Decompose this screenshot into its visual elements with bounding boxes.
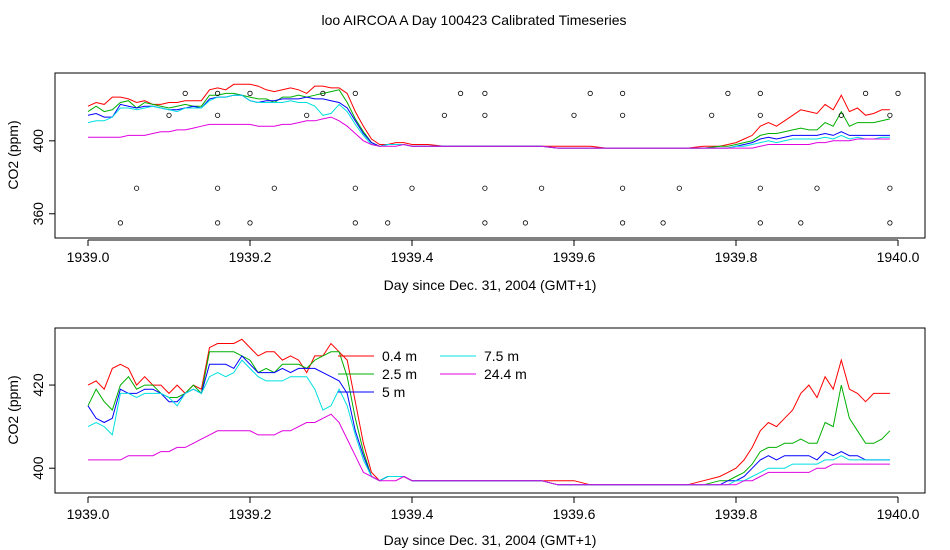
top-calibration-point	[522, 220, 529, 226]
top-calibration-point	[482, 112, 488, 118]
top-calibration-point	[247, 220, 253, 226]
top-calibration-point	[725, 90, 731, 97]
top-calibration-point	[838, 112, 844, 118]
bottom-y-tick-label: 420	[30, 373, 46, 397]
figure-title: loo AIRCOA A Day 100423 Calibrated Times…	[321, 12, 626, 28]
top-x-tick-label: 1939.6	[553, 249, 596, 265]
top-series-line-7-5m	[87, 94, 890, 149]
legend-label-2-5m: 2.5 m	[382, 366, 417, 382]
bottom-x-tick-label: 1940.0	[877, 506, 920, 522]
top-panel-frame	[54, 72, 926, 239]
top-y-tick-label: 400	[30, 129, 46, 153]
top-calibration-point	[676, 185, 682, 191]
top-calibration-point	[798, 220, 804, 226]
top-calibration-point	[482, 220, 488, 226]
top-y-axis-label: CO2 (ppm)	[5, 120, 21, 189]
bottom-x-tick-label: 1939.8	[715, 506, 758, 522]
bottom-panel-series	[87, 338, 891, 486]
top-panel-series	[87, 83, 891, 149]
legend-label-0-4m: 0.4 m	[382, 348, 417, 364]
top-calibration-point	[887, 112, 893, 118]
top-series-line-0-4m	[87, 83, 890, 149]
top-series-line-24-4m	[88, 116, 890, 149]
top-calibration-point	[117, 220, 124, 226]
top-x-tick-label: 1939.2	[229, 249, 272, 265]
bottom-x-tick-label: 1939.4	[391, 506, 434, 522]
top-panel-y-axis: 360 400	[30, 129, 56, 226]
top-calibration-point	[352, 90, 358, 97]
legend: 0.4 m 2.5 m 5 m 7.5 m 24.4 m	[338, 348, 527, 400]
top-calibration-point	[709, 112, 715, 118]
bottom-panel: 1939.0 1939.2 1939.4 1939.6 1939.8 1940.0 400…	[5, 327, 926, 548]
top-calibration-point	[862, 90, 869, 97]
top-calibration-point	[814, 185, 820, 191]
bottom-panel-x-axis: 1939.0 1939.2 1939.4 1939.6 1939.8 1940.0	[67, 496, 920, 522]
bottom-y-tick-label: 400	[30, 456, 46, 480]
legend-label-7-5m: 7.5 m	[484, 348, 519, 364]
top-calibration-point	[320, 90, 326, 97]
top-calibration-point	[482, 90, 488, 97]
bottom-x-tick-label: 1939.0	[67, 506, 110, 522]
top-x-tick-label: 1939.4	[391, 249, 434, 265]
top-x-tick-label: 1939.8	[715, 249, 758, 265]
top-calibration-point	[757, 90, 763, 97]
top-panel-x-axis: 1939.0 1939.2 1939.4 1939.6 1939.8 1940.0	[67, 239, 920, 265]
top-calibration-point	[385, 220, 391, 226]
top-calibration-point	[166, 112, 172, 118]
top-calibration-point	[757, 112, 763, 118]
top-calibration-point	[409, 185, 415, 191]
top-calibration-point	[215, 112, 221, 118]
top-calibration-point	[352, 220, 358, 226]
top-calibration-point	[757, 185, 763, 191]
top-calibration-point	[134, 185, 140, 191]
top-series-line-5m	[87, 94, 890, 149]
top-calibration-point	[304, 112, 310, 118]
top-calibration-point	[441, 112, 447, 118]
bottom-panel-y-axis: 400 420	[30, 373, 56, 480]
bottom-x-tick-label: 1939.2	[229, 506, 272, 522]
bottom-x-axis-label: Day since Dec. 31, 2004 (GMT+1)	[384, 532, 597, 548]
top-calibration-point	[215, 220, 221, 226]
top-x-tick-label: 1939.0	[67, 249, 110, 265]
bottom-series-line-24-4m	[88, 413, 890, 486]
top-calibration-point	[757, 220, 763, 226]
top-y-tick-label: 360	[30, 202, 46, 226]
top-x-axis-label: Day since Dec. 31, 2004 (GMT+1)	[384, 277, 597, 293]
top-calibration-point	[619, 185, 626, 191]
top-x-tick-label: 1940.0	[877, 249, 920, 265]
top-calibration-point	[619, 112, 626, 118]
top-calibration-point	[215, 90, 221, 97]
top-calibration-point	[887, 185, 893, 191]
top-panel-points	[117, 90, 901, 226]
top-calibration-point	[457, 90, 464, 97]
top-calibration-point	[247, 90, 253, 97]
bottom-y-axis-label: CO2 (ppm)	[5, 375, 21, 444]
top-calibration-point	[352, 185, 358, 191]
top-calibration-point	[215, 185, 221, 191]
top-calibration-point	[660, 220, 666, 226]
top-series-line-2-5m	[87, 89, 891, 149]
top-calibration-point	[619, 220, 626, 226]
top-calibration-point	[587, 90, 593, 97]
top-calibration-point	[182, 90, 188, 97]
legend-label-24-4m: 24.4 m	[484, 366, 527, 382]
top-panel: 1939.0 1939.2 1939.4 1939.6 1939.8 1940.0 360…	[5, 72, 926, 293]
bottom-x-tick-label: 1939.6	[553, 506, 596, 522]
top-calibration-point	[619, 90, 626, 97]
top-calibration-point	[571, 112, 577, 118]
top-calibration-point	[895, 90, 901, 97]
top-calibration-point	[887, 220, 893, 226]
top-calibration-point	[482, 185, 488, 191]
legend-label-5m: 5 m	[382, 384, 405, 400]
top-calibration-point	[271, 185, 277, 191]
top-calibration-point	[538, 185, 545, 191]
